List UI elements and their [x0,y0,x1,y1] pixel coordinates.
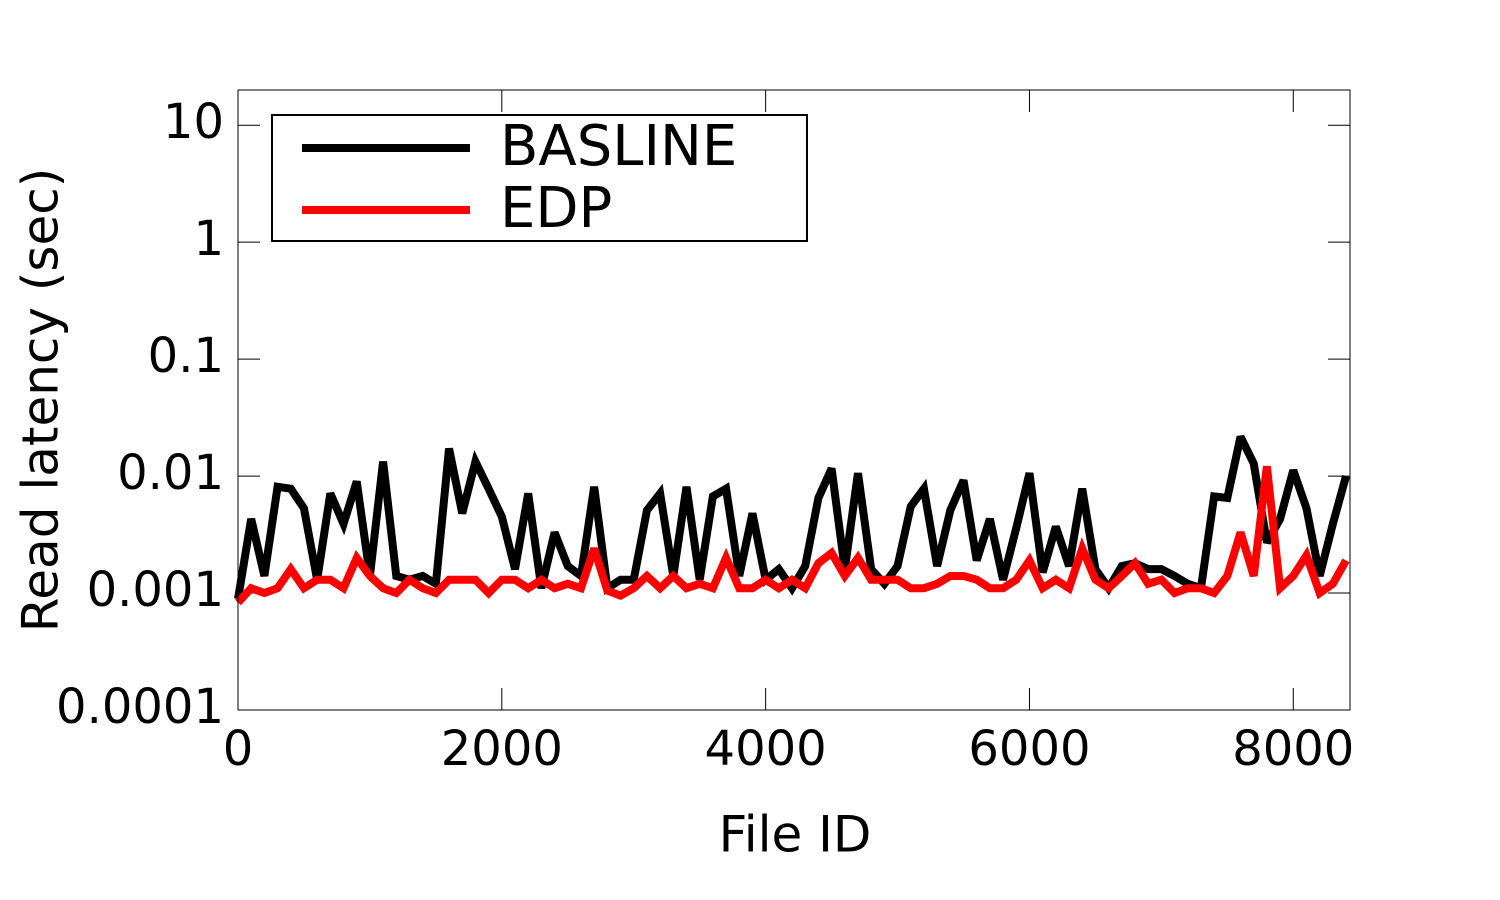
plot-frame [237,89,1351,711]
x-tick-label: 6000 [968,721,1090,777]
x-tick-label: 2000 [441,721,563,777]
series-line [235,465,1350,606]
x-tick-label: 0 [223,721,254,777]
x-tick-label: 8000 [1232,721,1354,777]
y-tick-label: 0.01 [117,445,224,501]
y-tick-label: 0.1 [148,328,224,384]
y-tick-label: 0.0001 [56,679,224,735]
x-tick-label: 4000 [705,721,827,777]
series-line [234,434,1350,600]
y-tick-label: 0.001 [87,562,224,618]
y-axis-label: Read latency (sec) [12,168,70,632]
y-tick-label: 1 [193,211,224,267]
legend-label: EDP [500,176,612,241]
x-axis-label: File ID [719,806,872,864]
y-tick-label: 10 [163,94,224,150]
legend-label: BASLINE [500,114,737,179]
legend-box [271,114,808,242]
